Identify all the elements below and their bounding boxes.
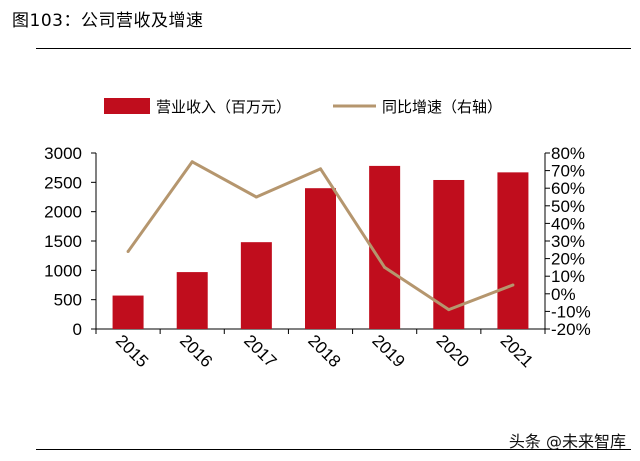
bar-2015 [112, 295, 144, 329]
bar-2017 [240, 242, 272, 329]
left-tick-label: 3000 [44, 144, 82, 163]
legend: 营业收入（百万元） 同比增速（右轴） [104, 98, 502, 116]
left-tick-label: 0 [73, 320, 82, 339]
growth-point-2016 [190, 160, 194, 164]
left-tick-label: 1000 [44, 261, 82, 280]
growth-point-2019 [383, 265, 387, 269]
growth-point-2015 [126, 250, 130, 254]
legend-bar-swatch [104, 98, 150, 114]
x-tick-label: 2018 [304, 331, 344, 371]
bar-series [112, 165, 529, 329]
left-tick-label: 2500 [44, 173, 82, 192]
legend-line-label: 同比增速（右轴） [382, 98, 502, 116]
growth-point-2021 [511, 283, 515, 287]
right-tick-label: -20% [551, 320, 591, 339]
left-tick-label: 2000 [44, 203, 82, 222]
right-tick-label: -10% [551, 302, 591, 321]
legend-bar-label: 营业收入（百万元） [156, 98, 291, 116]
top-divider [36, 48, 631, 49]
right-tick-label: 30% [551, 232, 585, 251]
line-series [126, 160, 515, 312]
right-tick-label: 0% [551, 285, 576, 304]
right-tick-label: 50% [551, 197, 585, 216]
bar-2019 [369, 165, 401, 329]
right-tick-label: 20% [551, 250, 585, 269]
bar-2021 [497, 172, 529, 329]
growth-point-2018 [319, 167, 322, 171]
x-tick-label: 2017 [240, 331, 280, 371]
right-tick-label: 10% [551, 267, 585, 286]
right-tick-label: 70% [551, 162, 585, 181]
x-tick-labels: 2015 2016 2017 2018 2019 2020 2021 [112, 331, 537, 371]
axes: 0 500 1000 1500 2000 2500 3000 -20%-10%0%10%20%… [44, 144, 591, 339]
bar-2016 [176, 272, 208, 329]
x-tick-label: 2016 [176, 331, 216, 371]
x-tick-label: 2020 [433, 331, 473, 371]
bottom-divider [36, 449, 631, 450]
bar-2018 [305, 188, 336, 329]
x-tick-label: 2019 [368, 331, 408, 371]
x-tick-label: 2015 [112, 331, 152, 371]
growth-point-2017 [254, 195, 258, 199]
left-tick-label: 500 [54, 291, 82, 310]
right-tick-label: 40% [551, 214, 585, 233]
left-tick-label: 1500 [44, 232, 82, 251]
page-title: 图103：公司营收及增速 [12, 11, 204, 31]
watermark: 头条 @未来智库 [508, 432, 626, 451]
x-tick-label: 2021 [497, 331, 537, 371]
right-tick-label: 80% [551, 144, 585, 163]
growth-point-2020 [447, 308, 451, 312]
right-tick-label: 60% [551, 179, 585, 198]
